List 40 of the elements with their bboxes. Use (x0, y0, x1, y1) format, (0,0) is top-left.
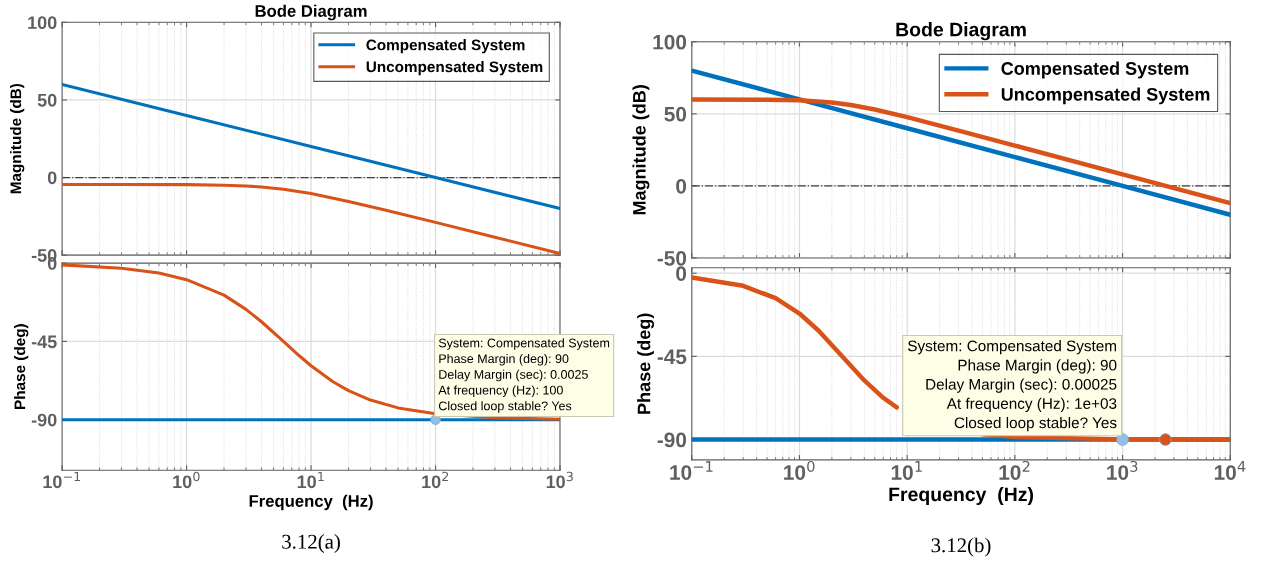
x-axis-title: Frequency (Hz) (889, 486, 1033, 506)
x-tick-label: 10$^{4}$ (1214, 461, 1246, 480)
y-tick-label: -90 (31, 413, 57, 427)
x-tick-label: 10$^{0}$ (173, 471, 200, 489)
y-tick-label: -45 (31, 335, 57, 349)
legend-label: Uncompensated System (1001, 87, 1210, 105)
x-tick-label: 10$^{−1}$ (670, 461, 713, 480)
legend-label: Compensated System (1001, 61, 1189, 79)
x-tick-label: 10$^{3}$ (1107, 460, 1138, 480)
y-tick-label: 50 (37, 93, 57, 107)
x-tick-label: 10$^{2}$ (999, 460, 1030, 480)
y-tick-label: -90 (657, 432, 687, 448)
legend-label: Compensated System (366, 39, 525, 54)
x-tick-label: 10$^{3}$ (546, 471, 573, 489)
annotation: System: Compensated System Phase Margin (deg): 90 Delay Margin (sec): 0.0025 At frequency (Hz): 100 Closed loop stable? Yes (438, 338, 610, 413)
y-tick-label: 0 (47, 171, 57, 185)
chart-title: Bode Diagram (896, 22, 1026, 41)
y-axis-title: Magnitude (dB) (632, 85, 650, 215)
text: 3.12(b) (931, 537, 991, 557)
y-tick-label: 50 (664, 106, 687, 122)
y-tick-label: 0 (676, 266, 687, 281)
x-tick-label: 10$^{0}$ (784, 460, 815, 480)
y-tick-label: 100 (28, 16, 57, 30)
x-tick-label: 10$^{−1}$ (43, 471, 81, 489)
x-tick-label: 10$^{1}$ (297, 471, 324, 489)
chart-title: Bode Diagram (255, 4, 367, 21)
y-axis-title: Phase (deg) (637, 313, 655, 414)
line-series (62, 82, 561, 211)
x-tick-label: 10$^{1}$ (891, 461, 922, 480)
y-tick-label: 100 (653, 34, 687, 50)
x-axis-title: Frequency (Hz) (249, 494, 373, 511)
text: 3.12(a) (282, 534, 340, 553)
legend-label: Uncompensated System (366, 60, 543, 76)
y-axis-title: Phase (deg) (14, 324, 29, 409)
y-tick-label: -45 (657, 349, 687, 365)
y-tick-label: 0 (676, 178, 687, 194)
y-tick-label: -50 (657, 250, 687, 266)
x-tick-label: 10$^{2}$ (422, 471, 449, 489)
annotation: System: Compensated System Phase Margin (deg): 90 Delay Margin (sec): 0.00025 At frequency (Hz): 1e+03 Closed loop stable? Yes (907, 340, 1117, 432)
y-axis-title: Magnitude (dB) (10, 83, 25, 194)
